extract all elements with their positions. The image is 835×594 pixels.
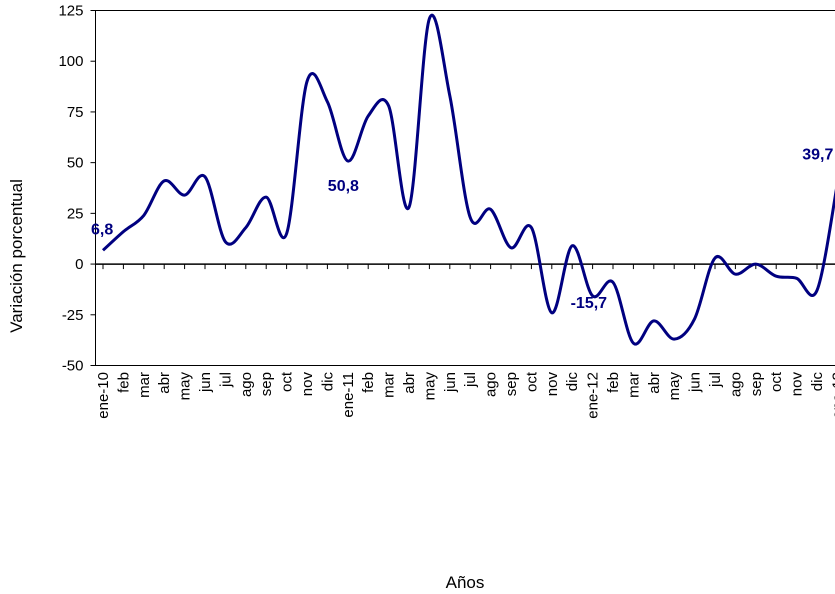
x-tick-label: ago: [483, 372, 500, 397]
x-tick-label: abr: [646, 372, 663, 394]
x-tick-label: sep: [503, 372, 520, 396]
y-tick-label: 0: [75, 256, 83, 273]
y-axis-title: Variación porcentual: [7, 179, 26, 333]
x-tick-label: mar: [136, 372, 153, 398]
x-tick-label: abr: [156, 372, 173, 394]
x-axis-ticks: ene-10 feb mar abr may jun jul ago sep oct nov dic e…: [95, 264, 835, 419]
x-tick-label: jul: [462, 372, 479, 388]
x-axis-title: Años: [446, 573, 485, 592]
x-tick-label: may: [421, 372, 438, 401]
y-tick-label: 25: [67, 205, 84, 222]
x-tick-label: ago: [238, 372, 255, 397]
y-tick-label: 100: [58, 53, 83, 70]
x-tick-label: oct: [523, 371, 540, 392]
x-tick-label: dic: [809, 372, 826, 392]
y-tick-label: -25: [62, 307, 84, 324]
y-tick-label: 75: [67, 104, 84, 121]
x-tick-label: jun: [442, 372, 459, 393]
x-tick-label: jul: [707, 372, 724, 388]
x-tick-label: jun: [197, 372, 214, 393]
x-tick-label: jun: [687, 372, 704, 393]
x-tick-label: may: [177, 372, 194, 401]
plot-area-border: [95, 10, 835, 366]
x-tick-label: sep: [748, 372, 765, 396]
series-line: [101, 13, 835, 346]
x-tick-label: mar: [625, 372, 642, 398]
x-tick-label: feb: [360, 372, 377, 393]
x-tick-label: sep: [258, 372, 275, 396]
y-axis-ticks: -50 -25 0 25 50 75 100 125: [58, 3, 96, 375]
y-tick-label: 50: [67, 155, 84, 172]
x-tick-label: ene-11: [340, 372, 357, 418]
x-tick-label: nov: [544, 372, 561, 397]
x-tick-label: oct: [279, 371, 296, 392]
y-tick-label: -50: [62, 358, 84, 375]
x-tick-label: ago: [727, 372, 744, 397]
data-label: 39,7: [802, 147, 833, 164]
x-tick-label: nov: [299, 372, 316, 397]
data-label: -15,7: [571, 295, 608, 312]
x-tick-label: ene-12: [585, 372, 602, 419]
x-tick-label: feb: [115, 372, 132, 393]
data-label: 6,8: [91, 221, 113, 238]
x-tick-label: mar: [381, 372, 398, 398]
x-tick-label: feb: [605, 372, 622, 393]
x-tick-label: nov: [789, 372, 806, 397]
x-tick-label: dic: [564, 372, 581, 392]
x-tick-label: abr: [401, 372, 418, 394]
x-tick-label: jul: [217, 372, 234, 388]
data-labels: 6,8 50,8 -15,7 39,7: [91, 147, 834, 312]
x-tick-label: may: [666, 372, 683, 401]
y-tick-label: 125: [58, 3, 83, 20]
x-tick-label: ene-10: [95, 372, 112, 419]
x-tick-label: dic: [319, 372, 336, 392]
x-tick-label: ene-13: [829, 372, 835, 419]
x-tick-label: oct: [768, 371, 785, 392]
data-label: 50,8: [328, 178, 359, 195]
